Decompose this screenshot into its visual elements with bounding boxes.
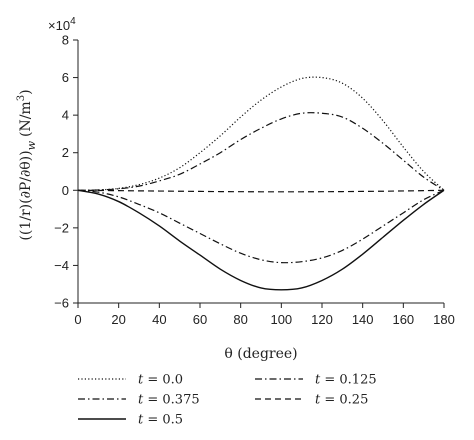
y-tick-label: 4 (62, 108, 69, 123)
y-tick-label: 8 (62, 33, 69, 48)
plot-area (77, 40, 444, 304)
legend: t = 0.0 t = 0.125 t = 0.375 t = 0.25 t = 0.5 (78, 373, 377, 428)
legend-label: t = 0.25 (315, 393, 368, 408)
series-line-1 (77, 76, 445, 191)
series-line-5 (77, 189, 445, 291)
y-axis-title: ((1/r)(∂P/∂θ))w(N/m3) (16, 89, 38, 240)
x-tick-label: 160 (392, 312, 414, 327)
series-line-2 (77, 112, 445, 191)
legend-label: t = 0.375 (138, 393, 200, 408)
series-line-3 (77, 189, 445, 264)
x-tick-label: 180 (433, 312, 455, 327)
x-tick-label: 0 (74, 312, 81, 327)
legend-label: t = 0.0 (138, 373, 183, 388)
y-tick-label: 0 (62, 183, 69, 198)
x-axis-ticks: 0 20 40 60 80 100 120 140 160 180 (74, 303, 455, 327)
legend-label: t = 0.5 (138, 413, 183, 428)
y-tick-label: −2 (54, 220, 69, 235)
x-tick-label: 20 (111, 312, 125, 327)
y-axis-multiplier: ×104 (48, 16, 76, 33)
x-tick-label: 80 (233, 312, 247, 327)
series-line-4 (77, 189, 445, 193)
series-layer (77, 76, 445, 291)
x-tick-label: 60 (193, 312, 207, 327)
y-tick-label: 6 (62, 70, 69, 85)
x-tick-label: 100 (270, 312, 292, 327)
legend-label: t = 0.125 (315, 373, 377, 388)
x-axis-title: θ (degree) (224, 346, 297, 362)
x-tick-label: 40 (152, 312, 166, 327)
y-tick-label: −6 (54, 296, 69, 311)
x-tick-label: 140 (352, 312, 374, 327)
x-tick-label: 120 (311, 312, 333, 327)
y-axis-ticks: 8 6 4 2 0 −2 −4 −6 (54, 33, 78, 311)
y-tick-label: 2 (62, 145, 69, 160)
y-tick-label: −4 (54, 258, 69, 273)
